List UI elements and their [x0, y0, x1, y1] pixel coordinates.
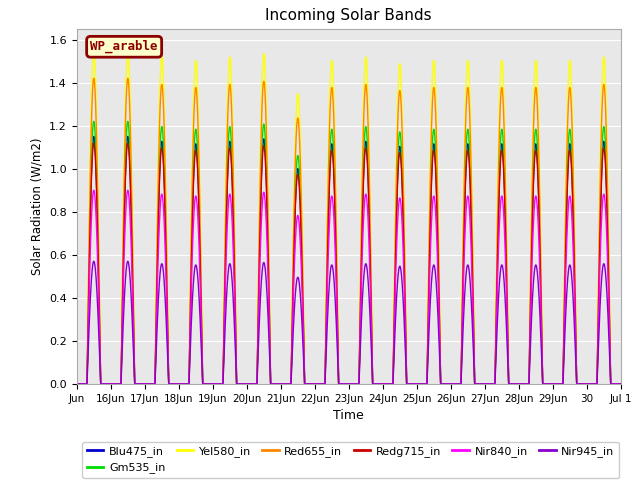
- Legend: Blu475_in, Gm535_in, Yel580_in, Red655_in, Redg715_in, Nir840_in, Nir945_in: Blu475_in, Gm535_in, Yel580_in, Red655_i…: [83, 442, 619, 478]
- Y-axis label: Solar Radiation (W/m2): Solar Radiation (W/m2): [31, 138, 44, 275]
- Title: Incoming Solar Bands: Incoming Solar Bands: [266, 9, 432, 24]
- X-axis label: Time: Time: [333, 409, 364, 422]
- Text: WP_arable: WP_arable: [90, 40, 158, 53]
